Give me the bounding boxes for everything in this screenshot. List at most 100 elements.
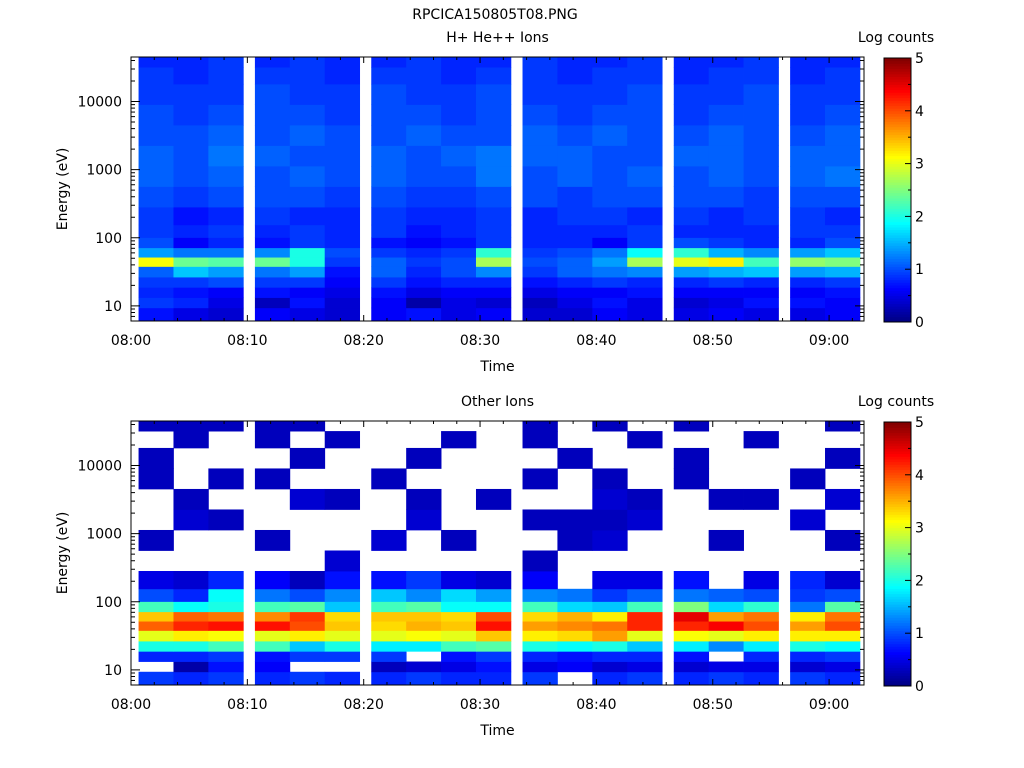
heatmap-cell xyxy=(173,83,209,105)
heatmap-cell xyxy=(173,509,209,531)
heatmap-cell xyxy=(173,661,209,673)
heatmap-cell xyxy=(254,247,291,258)
heatmap-cell xyxy=(371,601,407,613)
heatmap-cell xyxy=(138,247,174,258)
heatmap-cell xyxy=(208,611,244,622)
heatmap-cell xyxy=(522,588,558,602)
heatmap-cell xyxy=(289,611,326,622)
heatmap-cell xyxy=(208,104,244,126)
x-tick-label: 08:00 xyxy=(111,333,151,349)
heatmap-cell xyxy=(371,671,407,686)
heatmap-cell xyxy=(825,661,861,673)
heatmap-cell xyxy=(522,601,558,613)
heatmap-cell xyxy=(441,186,477,208)
heatmap-cell xyxy=(406,671,442,686)
colorbar-segment xyxy=(884,171,911,175)
heatmap-cell xyxy=(592,277,628,288)
heatmap-cell xyxy=(254,186,291,208)
colorbar-segment xyxy=(884,503,911,507)
heatmap-cell xyxy=(289,641,326,652)
colorbar-segment xyxy=(884,94,911,99)
colorbar-segment xyxy=(884,232,911,236)
heatmap-cell xyxy=(475,621,512,631)
heatmap-cell xyxy=(627,145,663,167)
heatmap-cell xyxy=(627,277,663,288)
heatmap-cell xyxy=(371,661,407,673)
heatmap-cell xyxy=(324,104,361,126)
heatmap-cell xyxy=(371,571,407,590)
heatmap-cell xyxy=(522,509,558,531)
heatmap-cell xyxy=(324,287,361,298)
heatmap-cell xyxy=(708,83,744,105)
colorbar-segment xyxy=(884,469,911,473)
colorbar-segment xyxy=(884,224,911,228)
heatmap-cell xyxy=(406,601,442,613)
heatmap-cell xyxy=(208,509,244,531)
colorbar-segment xyxy=(884,596,911,600)
colorbar-segment xyxy=(884,211,911,215)
heatmap-cell xyxy=(289,630,326,642)
colorbar-segment xyxy=(884,490,911,494)
heatmap-cell xyxy=(173,630,209,642)
heatmap-cell xyxy=(825,571,861,590)
y-axis-label: Energy (eV) xyxy=(55,148,71,231)
heatmap-cells xyxy=(138,421,861,686)
colorbar-segment xyxy=(884,129,911,133)
colorbar-tick-label: 0 xyxy=(915,679,924,695)
colorbar-segment xyxy=(884,422,911,426)
heatmap-cell xyxy=(557,601,593,613)
heatmap-cell xyxy=(592,421,628,432)
heatmap-cell xyxy=(825,257,861,267)
colorbar-segment xyxy=(884,290,911,294)
colorbar-segment xyxy=(884,670,911,674)
heatmap-cell xyxy=(475,67,512,85)
heatmap-cell xyxy=(522,186,558,208)
heatmap-cell xyxy=(708,661,744,673)
heatmap-cell xyxy=(557,57,593,68)
x-tick-label: 08:50 xyxy=(693,697,733,713)
heatmap-cell xyxy=(557,237,593,249)
colorbar-segment xyxy=(884,464,911,468)
colorbar-segment xyxy=(884,134,911,138)
colorbar-segment xyxy=(884,583,911,587)
heatmap-cell xyxy=(522,651,558,662)
figure-title: RPCICA150805T08.PNG xyxy=(412,7,577,23)
heatmap-cell xyxy=(592,266,628,278)
heatmap-cell xyxy=(522,257,558,267)
colorbar-segment xyxy=(884,240,911,244)
x-tick-label: 08:00 xyxy=(111,697,151,713)
heatmap-cell xyxy=(743,297,779,309)
colorbar-segment xyxy=(884,184,911,188)
colorbar-segment xyxy=(884,485,911,489)
colorbar-segment xyxy=(884,76,911,80)
x-tick-label: 08:10 xyxy=(227,697,267,713)
heatmap-cell xyxy=(557,277,593,288)
heatmap-cell xyxy=(371,57,407,68)
heatmap-cell xyxy=(825,641,861,652)
colorbar-segment xyxy=(884,100,911,104)
heatmap-cell xyxy=(173,611,209,622)
heatmap-cell xyxy=(138,237,174,249)
colorbar-tick-label: 4 xyxy=(915,104,924,120)
heatmap-cell xyxy=(208,588,244,602)
heatmap-cell xyxy=(371,630,407,642)
heatmap-cell xyxy=(406,287,442,298)
heatmap-cell xyxy=(743,83,779,105)
colorbar-segment xyxy=(884,609,911,613)
heatmap-cell xyxy=(825,104,861,126)
heatmap-cell xyxy=(790,287,826,298)
x-axis-label: Time xyxy=(479,723,514,739)
heatmap-cell xyxy=(592,621,628,631)
colorbar-segment xyxy=(884,456,911,460)
colorbar-segment xyxy=(884,627,911,632)
heatmap-cell xyxy=(708,224,744,238)
heatmap-cell xyxy=(627,266,663,278)
heatmap-cell xyxy=(254,297,291,309)
heatmap-cell xyxy=(790,57,826,68)
heatmap-cell xyxy=(475,145,512,167)
colorbar-segment xyxy=(884,279,911,283)
colorbar-segment xyxy=(884,126,911,130)
heatmap-cell xyxy=(743,630,779,642)
heatmap-cell xyxy=(324,571,361,590)
heatmap-cell xyxy=(557,104,593,126)
